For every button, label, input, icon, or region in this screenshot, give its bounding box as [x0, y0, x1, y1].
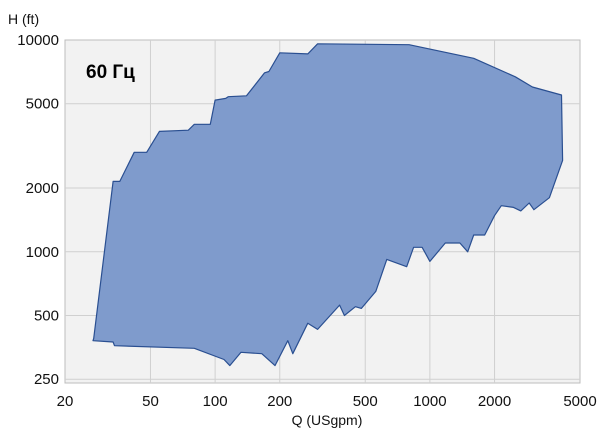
y-axis-ticks: 250 500 1000 2000 5000 10000	[17, 32, 59, 388]
y-tick-label: 1000	[26, 244, 59, 261]
operating-range-area	[92, 43, 564, 367]
x-axis-label: Q (USgpm)	[292, 412, 363, 428]
y-tick-label: 500	[34, 308, 59, 325]
frequency-annotation: 60 Гц	[86, 62, 135, 83]
y-tick-label: 250	[34, 371, 59, 388]
x-tick-label: 200	[267, 393, 292, 410]
x-tick-label: 2000	[478, 393, 511, 410]
x-tick-label: 1000	[413, 393, 446, 410]
x-tick-label: 500	[353, 393, 378, 410]
y-tick-label: 2000	[26, 180, 59, 197]
y-tick-label: 10000	[17, 32, 59, 49]
x-tick-label: 50	[142, 393, 159, 410]
x-axis-ticks: 20 50 100 200 500 1000 2000 5000	[57, 393, 597, 410]
x-tick-label: 20	[57, 393, 74, 410]
y-tick-label: 5000	[26, 96, 59, 113]
x-tick-label: 100	[203, 393, 228, 410]
y-axis-label: H (ft)	[8, 11, 39, 27]
x-tick-label: 5000	[563, 393, 596, 410]
